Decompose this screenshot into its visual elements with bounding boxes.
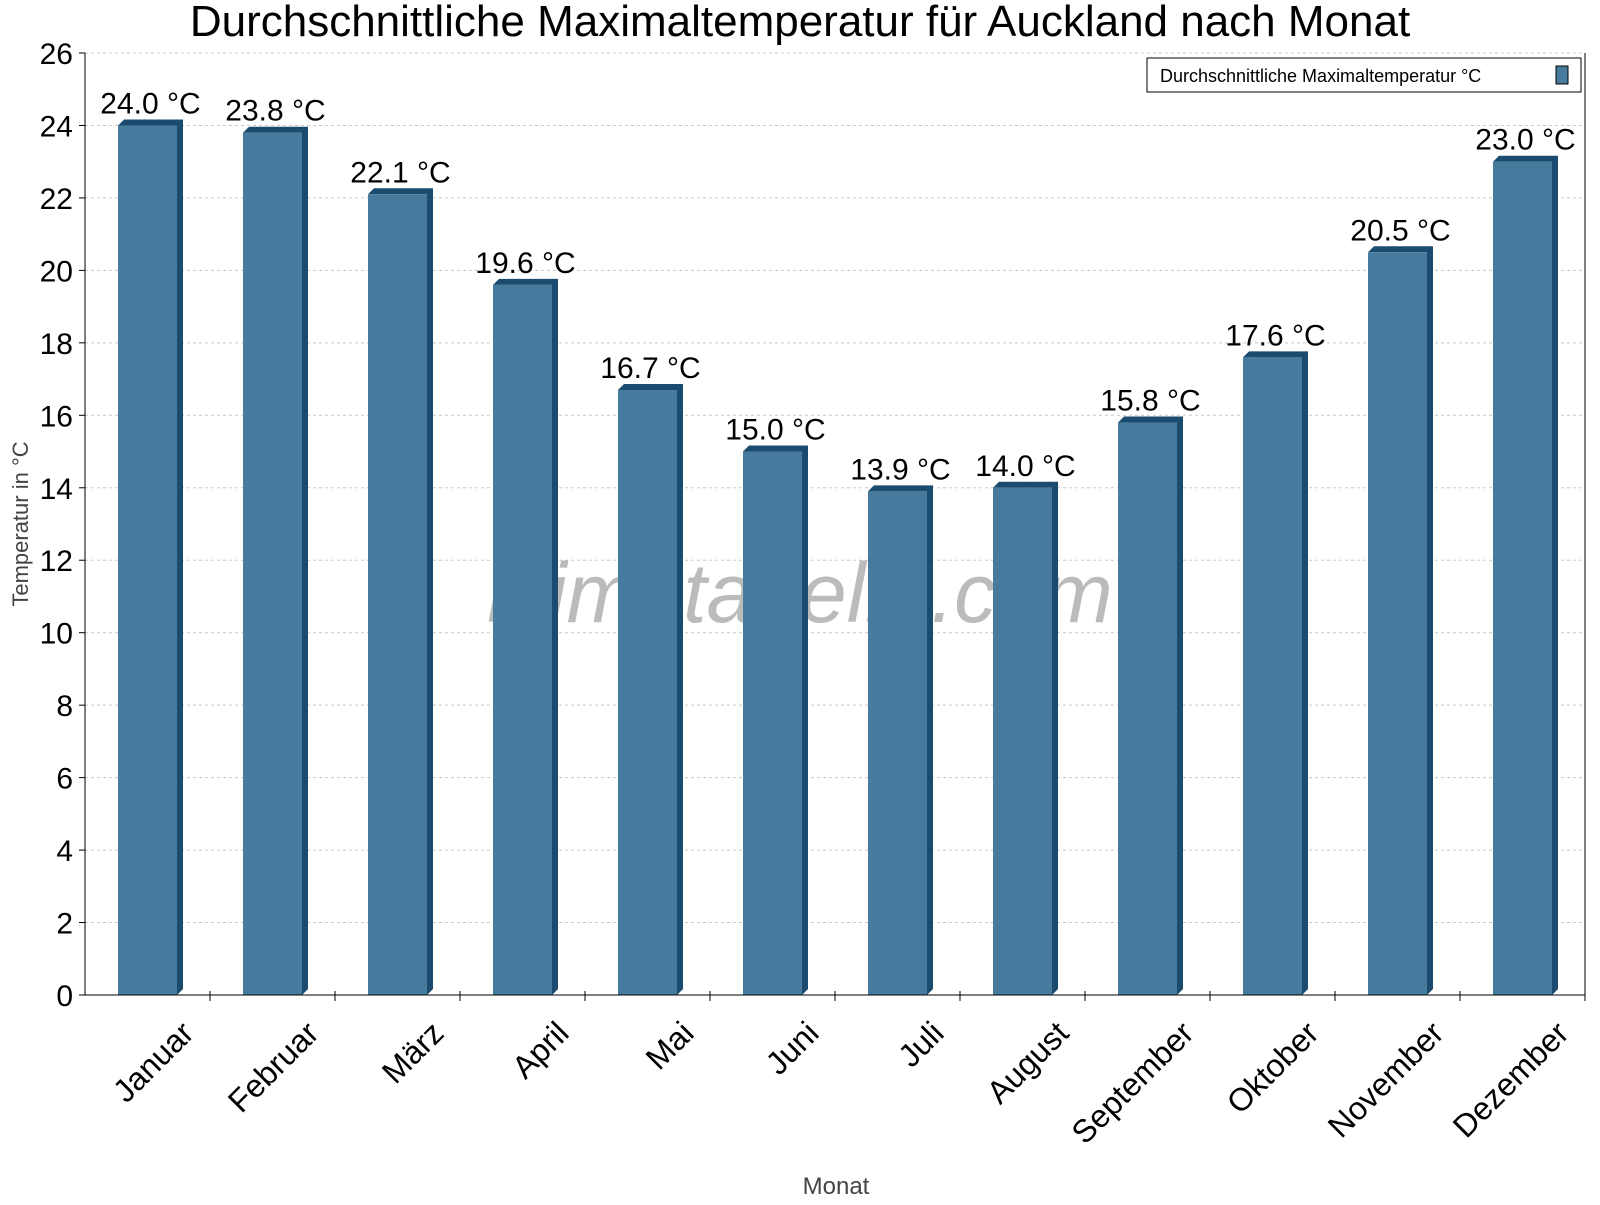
x-tick-label: Dezember — [1446, 1014, 1576, 1144]
y-tick-label: 12 — [40, 545, 73, 578]
bar — [1368, 252, 1427, 995]
bar — [243, 132, 302, 995]
y-tick-label: 4 — [56, 835, 73, 868]
bar — [868, 491, 927, 995]
bar — [368, 194, 427, 996]
data-label: 19.6 °C — [475, 247, 575, 280]
x-tick-label: Oktober — [1220, 1014, 1326, 1120]
y-tick-label: 14 — [40, 473, 73, 506]
y-tick-label: 24 — [40, 110, 73, 143]
legend: Durchschnittliche Maximaltemperatur °C — [1146, 57, 1582, 93]
y-axis-label: Temperatur in °C — [8, 441, 33, 606]
data-label: 14.0 °C — [975, 450, 1075, 483]
data-label: 17.6 °C — [1225, 319, 1325, 352]
bar — [993, 487, 1052, 995]
x-tick-label: Mai — [639, 1015, 701, 1077]
data-label: 23.8 °C — [225, 95, 325, 128]
x-tick-label: August — [980, 1015, 1076, 1111]
x-tick-label: April — [505, 1015, 576, 1086]
data-label: 24.0 °C — [100, 87, 200, 120]
y-tick-label: 8 — [56, 690, 73, 723]
y-tick-label: 2 — [56, 908, 73, 941]
bar — [1493, 161, 1552, 995]
legend-label: Durchschnittliche Maximaltemperatur °C — [1160, 66, 1481, 86]
x-tick-label: Juli — [891, 1015, 950, 1074]
y-tick-label: 10 — [40, 618, 73, 651]
y-tick-label: 18 — [40, 328, 73, 361]
data-label: 13.9 °C — [850, 453, 950, 486]
x-tick-label: März — [375, 1015, 451, 1091]
y-tick-label: 22 — [40, 183, 73, 216]
gridlines — [85, 52, 1585, 924]
data-label: 15.0 °C — [725, 414, 825, 447]
x-tick-label: Januar — [106, 1014, 201, 1109]
x-tick-label: September — [1064, 1014, 1200, 1150]
data-label: 15.8 °C — [1100, 385, 1200, 418]
y-tick-label: 26 — [40, 38, 73, 71]
data-label: 23.0 °C — [1475, 124, 1575, 157]
bar — [118, 125, 177, 995]
legend-swatch — [1555, 65, 1569, 85]
bar — [618, 389, 677, 995]
bar — [493, 284, 552, 995]
bar — [1118, 422, 1177, 995]
y-tick-label: 16 — [40, 400, 73, 433]
y-tick-label: 20 — [40, 255, 73, 288]
x-axis-label: Monat — [803, 1173, 870, 1200]
data-label: 20.5 °C — [1350, 214, 1450, 247]
legend-box — [1146, 57, 1582, 93]
y-tick-label: 0 — [56, 980, 73, 1013]
y-tick-label: 6 — [56, 763, 73, 796]
bars: 24.0 °C 23.8 °C 22.1 °C 19.6 °C 16.7 °C 15.0 … — [100, 87, 1576, 996]
data-label: 22.1 °C — [350, 156, 450, 189]
chart-title: Durchschnittliche Maximaltemperatur für … — [190, 0, 1410, 46]
x-tick-label: November — [1321, 1014, 1451, 1144]
bar — [743, 451, 802, 995]
bar — [1243, 357, 1302, 995]
data-label: 16.7 °C — [600, 352, 700, 385]
x-tick-label: Februar — [221, 1014, 326, 1119]
x-tick-label: Juni — [759, 1015, 826, 1082]
